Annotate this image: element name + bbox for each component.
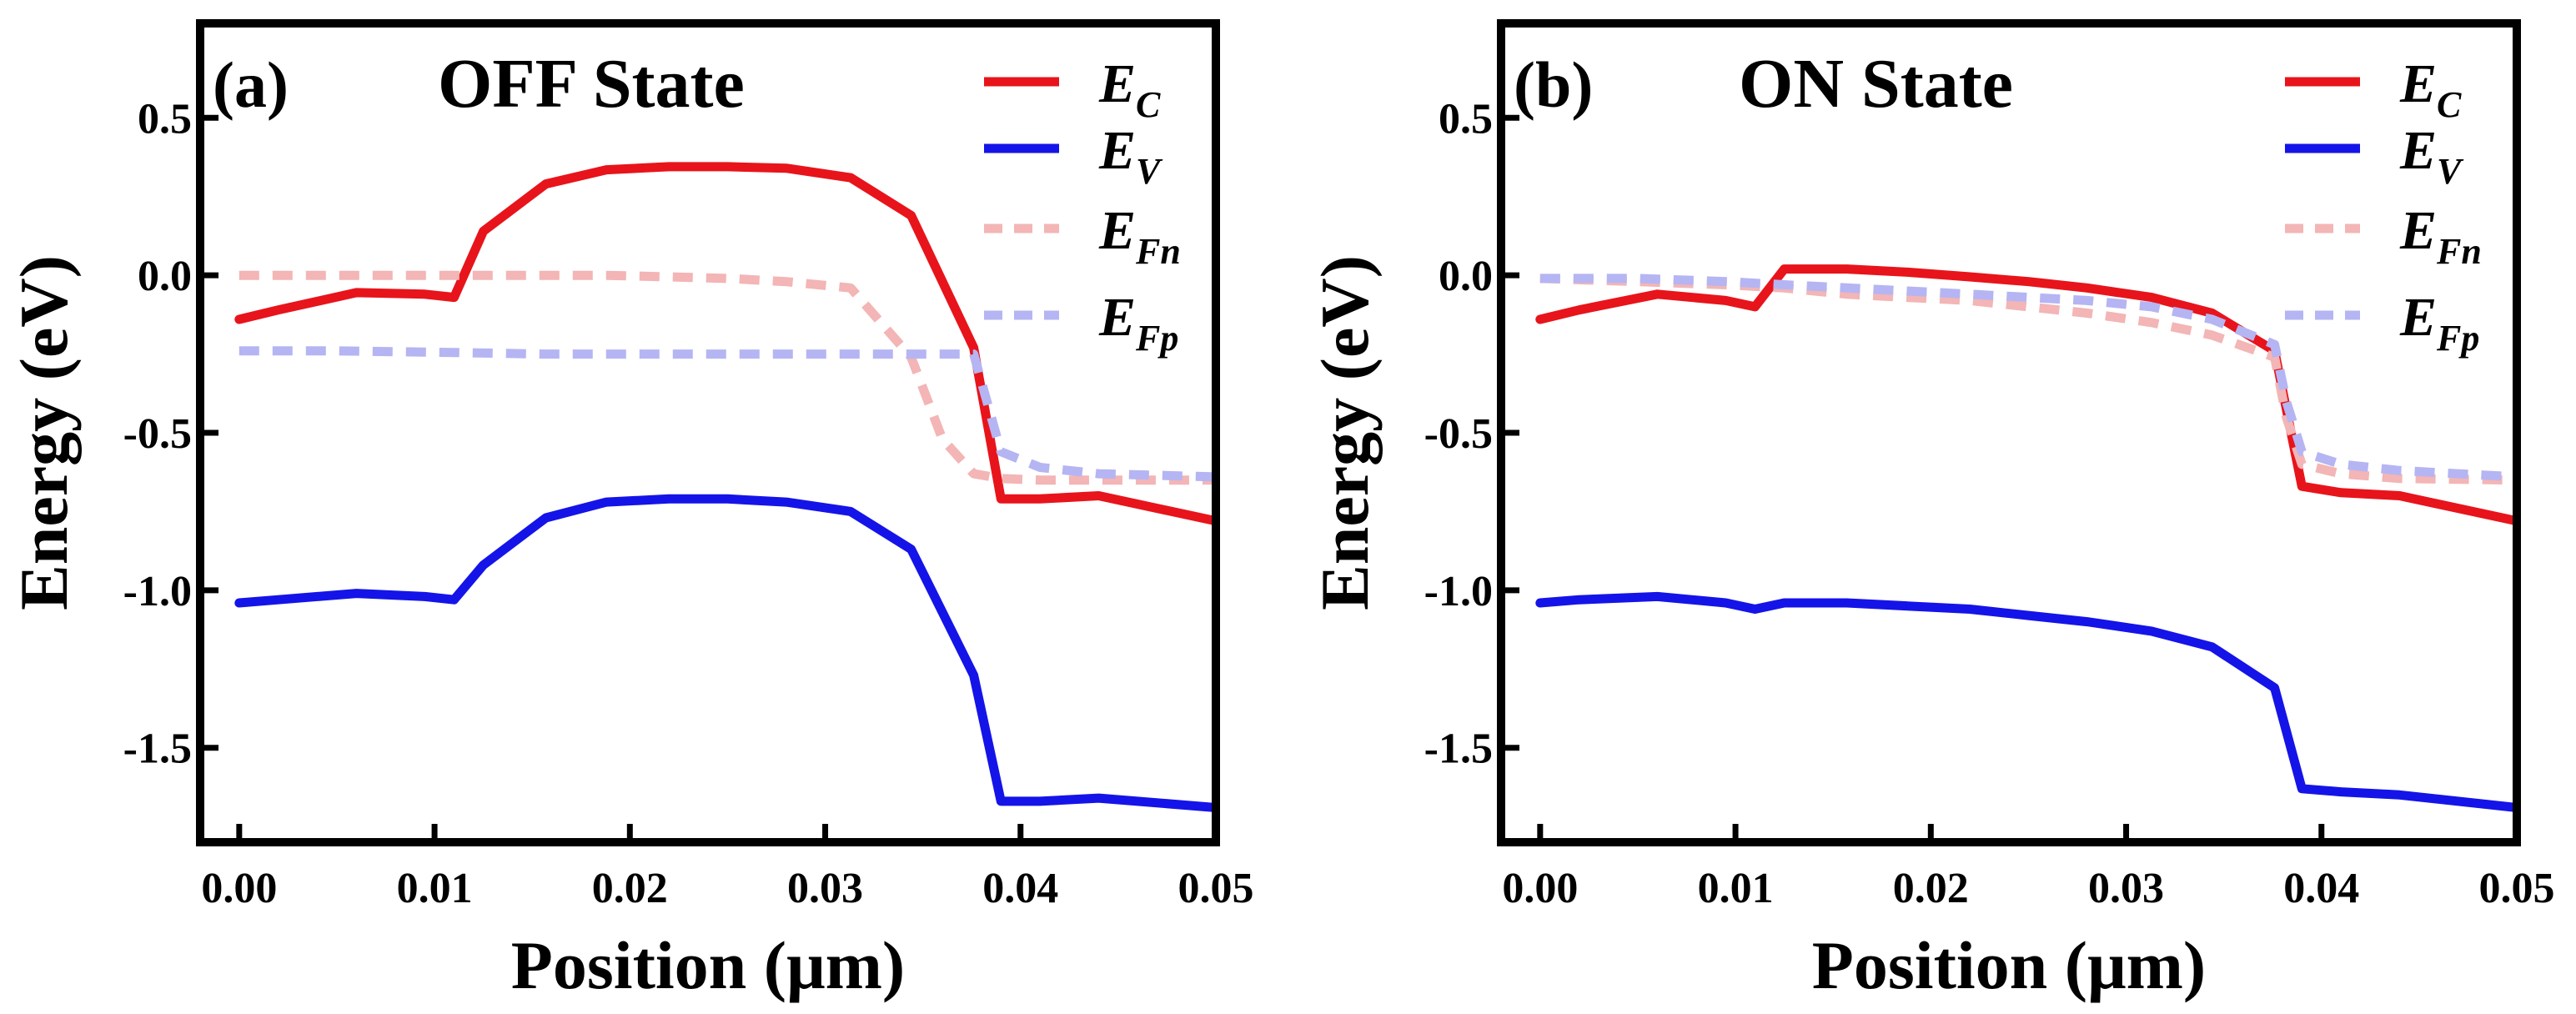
series-group — [1535, 264, 2517, 812]
series-line-e-c — [1535, 264, 2517, 526]
legend-symbol: E — [1098, 200, 1136, 261]
legend-symbol: E — [1098, 287, 1136, 348]
x-tick-label: 0.04 — [2283, 865, 2359, 912]
legend-entry: EV — [1098, 120, 1163, 192]
series-line-e-fp — [239, 346, 1216, 482]
x-tick-label: 0.03 — [787, 865, 863, 912]
legend-entry: EFn — [2399, 200, 2482, 272]
legend-entry: EV — [2399, 120, 2464, 192]
x-tick-label: 0.05 — [2479, 865, 2555, 912]
y-tick-label: 0.0 — [138, 253, 192, 300]
y-tick-label: -1.0 — [123, 568, 192, 615]
x-tick-label: 0.01 — [1698, 865, 1774, 912]
y-tick-label: -1.5 — [1424, 725, 1493, 773]
x-tick-label: 0.01 — [397, 865, 473, 912]
panel-title: ON State — [1739, 45, 2013, 123]
panel-title: OFF State — [438, 45, 745, 123]
y-tick-label: 0.5 — [138, 95, 192, 143]
legend-subscript: Fn — [2436, 231, 2482, 272]
y-axis-label: Energy (eV) — [1307, 255, 1383, 610]
series-line-e-fp — [1539, 274, 2517, 482]
legend-entry: EC — [1098, 53, 1161, 125]
legend-symbol: E — [2399, 200, 2437, 261]
legend-symbol: E — [2399, 53, 2437, 114]
y-tick-label: -0.5 — [1424, 410, 1493, 458]
y-tick-label: 0.0 — [1439, 253, 1493, 300]
series-line-e-c — [234, 162, 1216, 526]
legend-symbol: E — [2399, 287, 2437, 348]
panel-a: 0.00 0.01 0.02 0.03 0.04 0.05 0.5 0.0 -0.5 -1.0 -1… — [6, 19, 1254, 1003]
plot-frame — [1497, 19, 2521, 846]
legend-entry: EFp — [2399, 287, 2479, 359]
legend-symbol: E — [1098, 53, 1136, 114]
legend-entry: EFn — [1098, 200, 1181, 272]
legend-symbol: E — [2399, 120, 2437, 181]
x-tick-label: 0.02 — [592, 865, 668, 912]
x-tick-label: 0.04 — [982, 865, 1058, 912]
y-tick-label: -1.5 — [123, 725, 192, 773]
panel-label: (a) — [213, 48, 289, 121]
y-axis-label: Energy (eV) — [6, 255, 82, 610]
x-tick-label: 0.00 — [1502, 865, 1578, 912]
legend-subscript: C — [2437, 84, 2462, 125]
x-tick-label: 0.02 — [1893, 865, 1969, 912]
legend-entry: EC — [2399, 53, 2462, 125]
y-tick-label: 0.5 — [1439, 95, 1493, 143]
x-axis-label: Position (μm) — [511, 927, 905, 1003]
panel-b: 0.00 0.01 0.02 0.03 0.04 0.05 0.5 0.0 -0.5 -1.0 -1… — [1307, 19, 2555, 1003]
legend-symbol: E — [1098, 120, 1136, 181]
plot-frame — [196, 19, 1220, 846]
series-line-e-v — [234, 494, 1216, 812]
panel-label: (b) — [1514, 48, 1593, 121]
series-group — [234, 162, 1216, 812]
legend-subscript: Fp — [2436, 318, 2479, 359]
series-line-e-fn — [1539, 274, 2517, 485]
legend-subscript: Fn — [1135, 231, 1181, 272]
x-tick-label: 0.05 — [1178, 865, 1254, 912]
series-line-e-v — [1535, 591, 2517, 812]
x-tick-label: 0.03 — [2088, 865, 2164, 912]
x-tick-label: 0.00 — [201, 865, 277, 912]
series-line-e-fn — [239, 270, 1216, 485]
legend-subscript: V — [2437, 151, 2464, 192]
legend-subscript: Fp — [1135, 318, 1178, 359]
y-tick-label: -1.0 — [1424, 568, 1493, 615]
legend-entry: EFp — [1098, 287, 1178, 359]
legend-subscript: V — [1136, 151, 1163, 192]
legend-subscript: C — [1136, 84, 1161, 125]
y-tick-label: -0.5 — [123, 410, 192, 458]
x-axis-label: Position (μm) — [1812, 927, 2206, 1003]
